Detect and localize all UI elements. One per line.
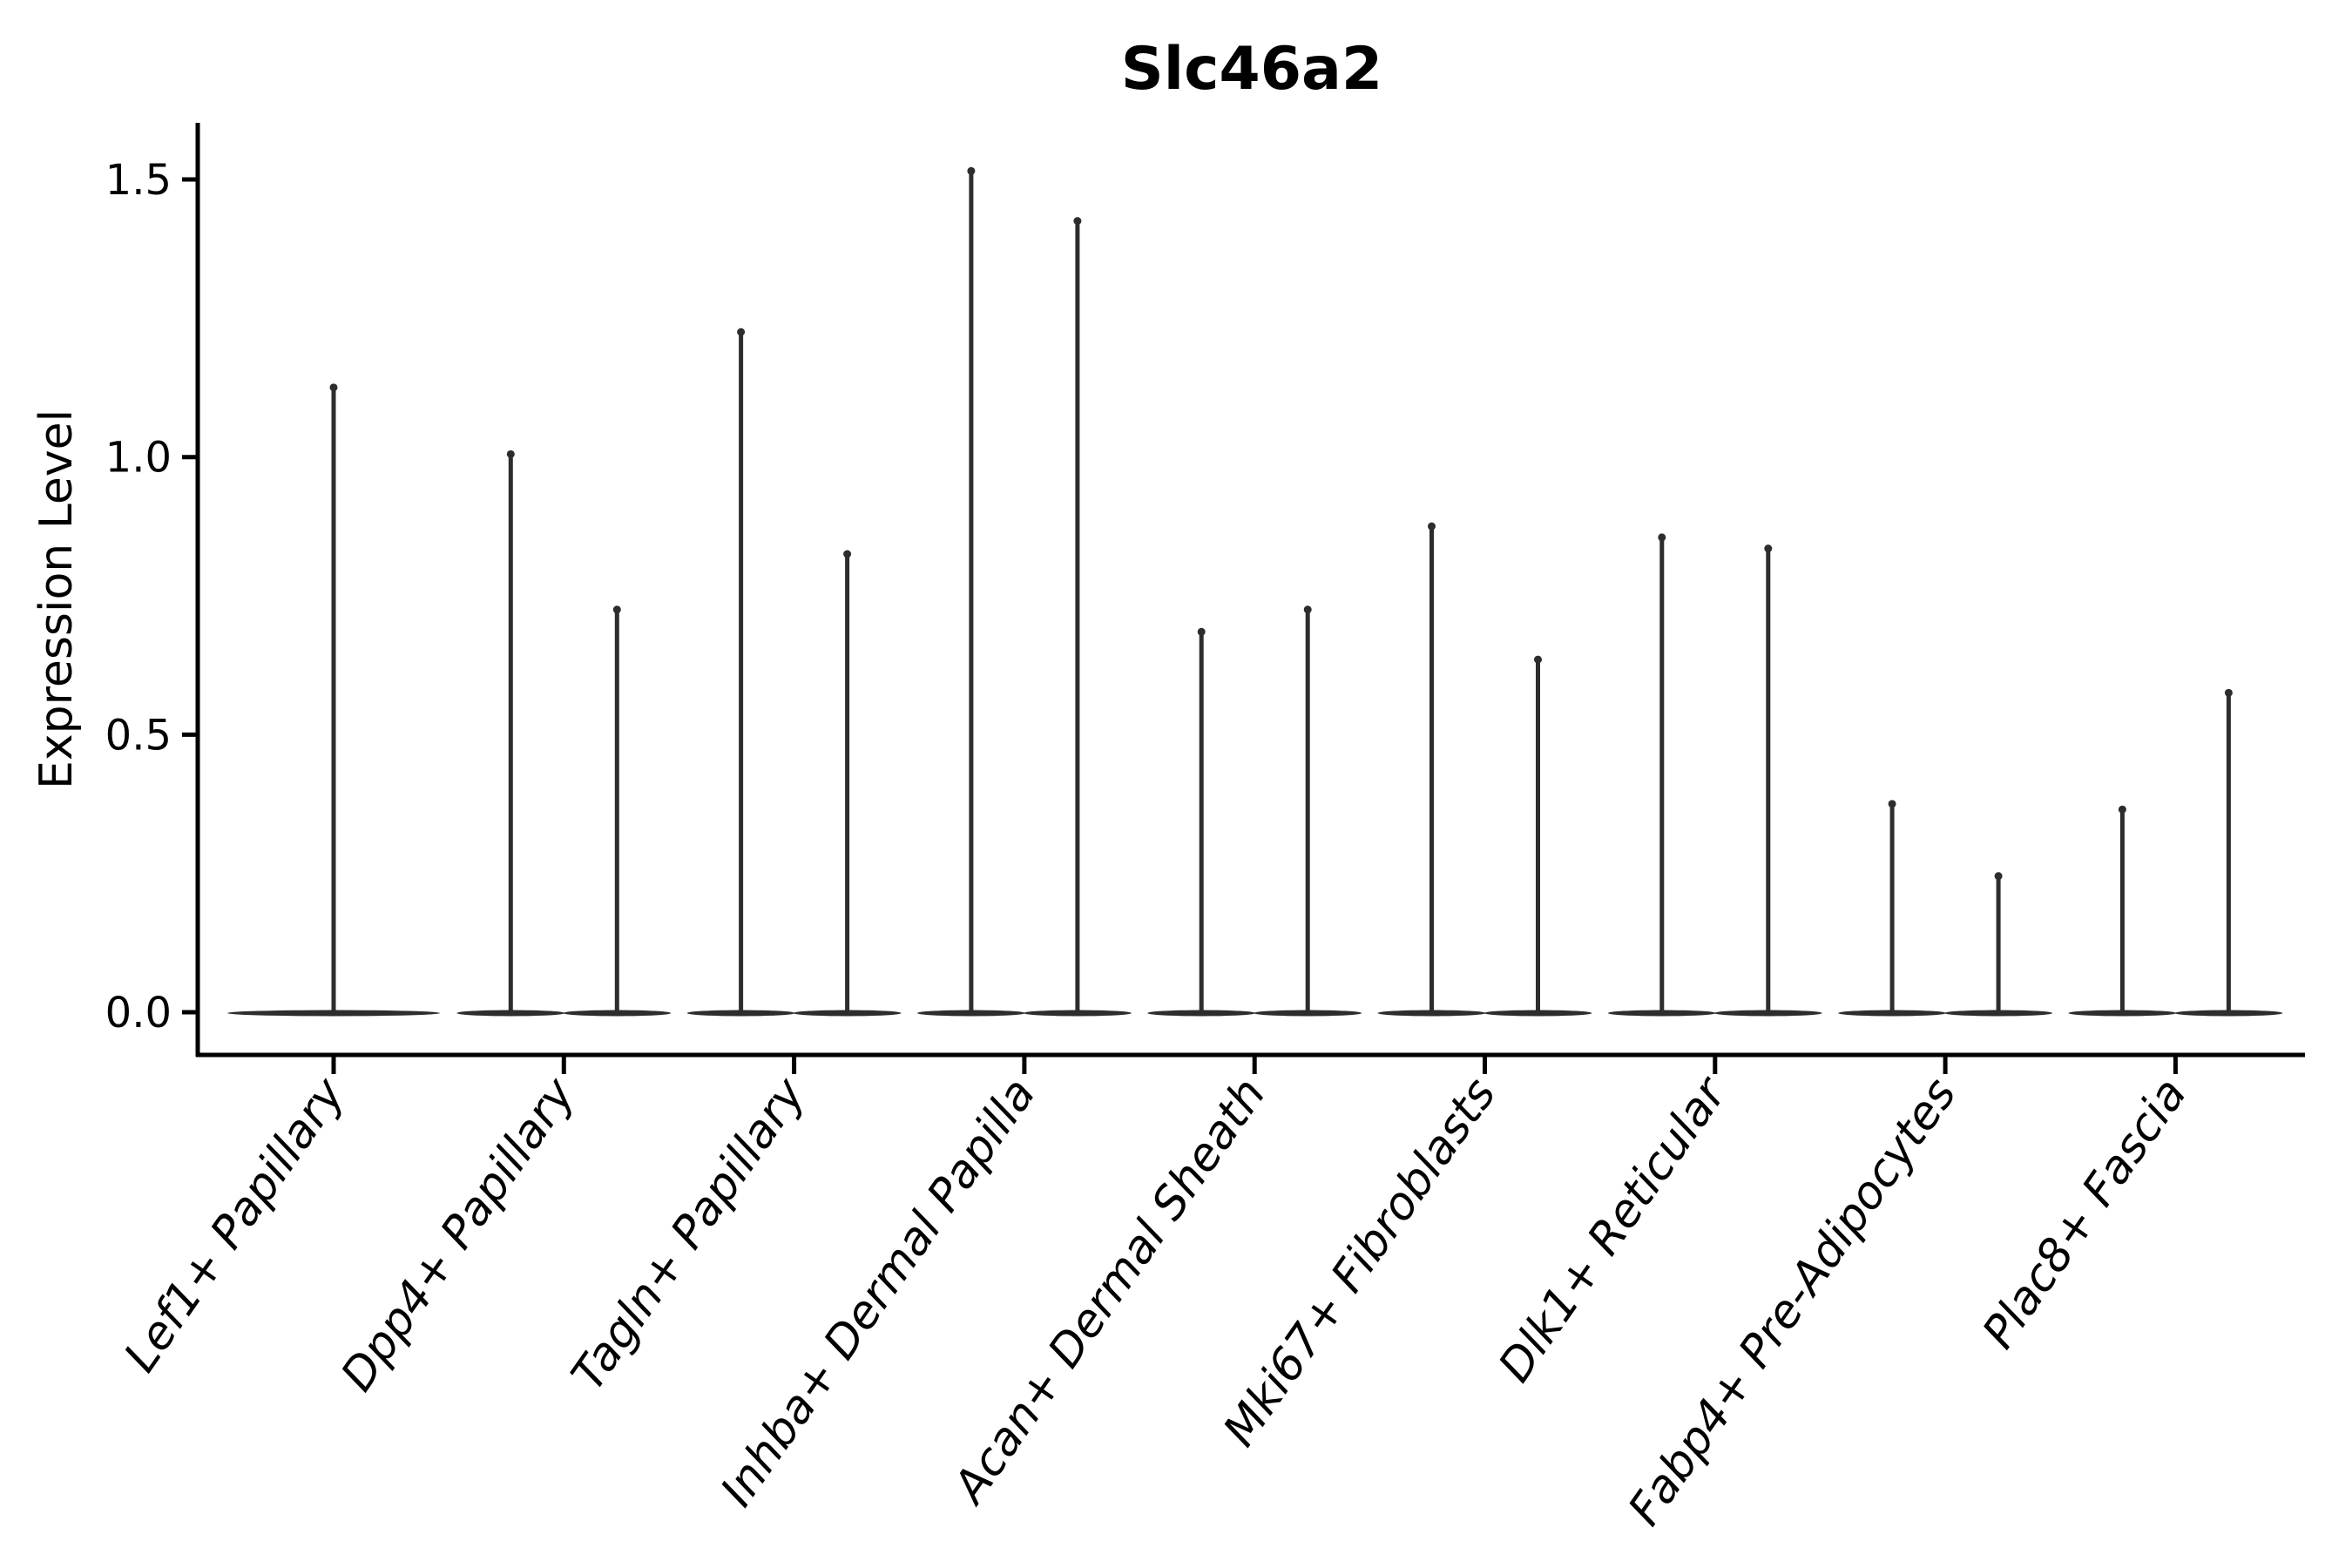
violin-spike-tip (2224, 688, 2233, 697)
violin-spike-tip (1888, 800, 1896, 808)
violin-spike-tip (1197, 627, 1206, 636)
x-tick-label: Lef1+ Papillary (114, 1068, 355, 1382)
violin-spike-tip (2118, 805, 2126, 814)
violin-spike-tip (843, 550, 852, 558)
violin-spike-tip (1303, 605, 1312, 614)
x-tick-label: Mki67+ Fibroblasts (1213, 1069, 1506, 1456)
violin-spike-tip (967, 166, 976, 175)
y-axis-label: Expression Level (30, 409, 83, 789)
violin-spike-tip (329, 383, 338, 392)
violin-spike-tip (612, 605, 621, 614)
x-tick-label: Tagln+ Papillary (562, 1068, 816, 1400)
violin-layer (227, 166, 2283, 1017)
violin-spike-tip (1658, 533, 1666, 542)
y-tick-label: 0.0 (105, 989, 172, 1037)
violin-spike-tip (1428, 522, 1436, 531)
x-tick-label: Dpp4+ Papillary (331, 1068, 585, 1401)
violin-spike-tip (1994, 872, 2003, 881)
plot-title: Slc46a2 (1121, 35, 1382, 104)
x-tick-label: Dlk1+ Reticular (1489, 1066, 1738, 1391)
violin-spike-tip (1534, 655, 1542, 664)
x-tick-label: Plac8+ Fascia (1973, 1069, 2197, 1358)
y-tick-label: 1.5 (105, 156, 172, 205)
violin-spike-tip (1073, 217, 1082, 226)
violin-spike-tip (506, 449, 515, 458)
y-tick-label: 1.0 (105, 434, 172, 483)
violin-spike-tip (737, 328, 746, 336)
y-tick-label: 0.5 (105, 711, 172, 760)
violin-spike-tip (1764, 544, 1773, 553)
